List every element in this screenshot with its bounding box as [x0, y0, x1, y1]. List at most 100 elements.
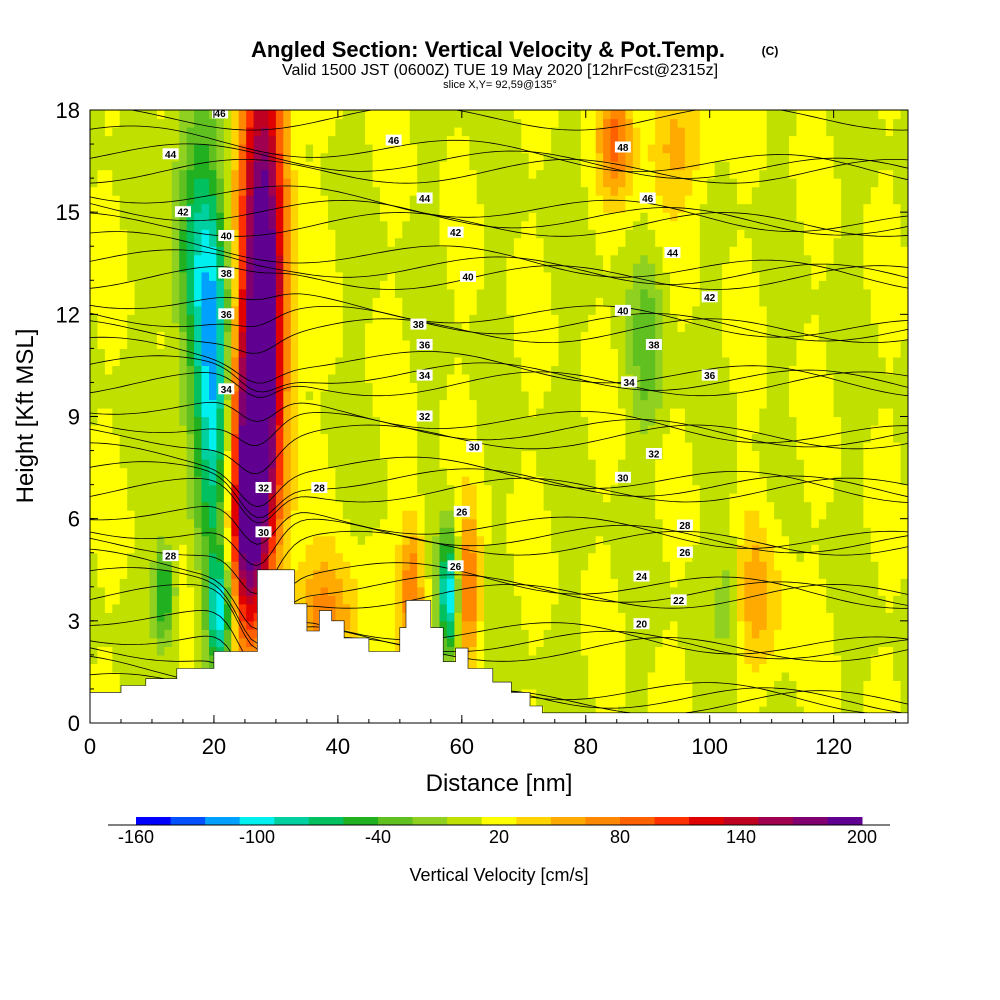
- heatmap-cell: [551, 195, 560, 205]
- heatmap-cell: [446, 459, 455, 469]
- heatmap-cell: [387, 493, 396, 503]
- heatmap-cell: [394, 544, 403, 554]
- heatmap-cell: [506, 467, 515, 477]
- heatmap-cell: [461, 280, 470, 290]
- heatmap-cell: [104, 373, 113, 383]
- heatmap-cell: [372, 348, 381, 358]
- heatmap-cell: [112, 654, 121, 664]
- heatmap-cell: [387, 442, 396, 452]
- heatmap-cell: [268, 263, 277, 273]
- heatmap-cell: [513, 476, 522, 486]
- heatmap-cell: [580, 186, 589, 196]
- heatmap-cell: [439, 595, 448, 605]
- heatmap-cell: [231, 203, 240, 213]
- heatmap-cell: [142, 391, 151, 401]
- heatmap-cell: [328, 425, 336, 435]
- heatmap-cell: [432, 493, 441, 503]
- heatmap-cell: [275, 271, 284, 281]
- heatmap-cell: [216, 629, 225, 639]
- heatmap-cell: [134, 297, 143, 307]
- heatmap-cell: [439, 271, 448, 281]
- heatmap-cell: [513, 493, 522, 503]
- heatmap-cell: [283, 425, 292, 435]
- heatmap-cell: [365, 476, 374, 486]
- heatmap-cell: [238, 637, 247, 647]
- heatmap-cell: [328, 229, 336, 239]
- heatmap-cell: [484, 527, 493, 537]
- heatmap-cell: [156, 144, 165, 154]
- heatmap-cell: [127, 135, 136, 145]
- heatmap-cell: [268, 442, 277, 452]
- heatmap-cell: [536, 501, 545, 511]
- heatmap-cell: [469, 127, 478, 137]
- heatmap-cell: [580, 646, 589, 656]
- heatmap-cell: [186, 399, 195, 409]
- heatmap-cell: [164, 229, 173, 239]
- heatmap-cell: [290, 161, 299, 171]
- heatmap-cell: [380, 322, 388, 332]
- heatmap-cell: [119, 646, 128, 656]
- heatmap-cell: [313, 467, 322, 477]
- heatmap-cell: [149, 391, 158, 401]
- heatmap-cell: [275, 220, 284, 230]
- heatmap-cell: [603, 697, 612, 707]
- heatmap-cell: [595, 288, 604, 298]
- heatmap-cell: [580, 178, 589, 188]
- heatmap-cell: [461, 178, 470, 188]
- heatmap-cell: [231, 322, 240, 332]
- heatmap-cell: [209, 212, 217, 222]
- heatmap-cell: [127, 493, 136, 503]
- heatmap-cell: [387, 297, 396, 307]
- heatmap-cell: [90, 680, 98, 690]
- heatmap-cell: [417, 237, 426, 247]
- heatmap-cell: [313, 382, 322, 392]
- heatmap-cell: [171, 169, 180, 179]
- heatmap-cell: [156, 322, 165, 332]
- heatmap-cell: [543, 680, 552, 690]
- heatmap-cell: [134, 356, 143, 366]
- heatmap-cell: [372, 578, 381, 588]
- heatmap-cell: [565, 637, 574, 647]
- heatmap-cell: [90, 339, 98, 349]
- heatmap-cell: [506, 476, 515, 486]
- heatmap-cell: [149, 152, 158, 162]
- heatmap-cell: [127, 629, 136, 639]
- heatmap-cell: [521, 595, 530, 605]
- heatmap-cell: [119, 680, 128, 690]
- heatmap-cell: [209, 603, 217, 613]
- heatmap-cell: [305, 237, 314, 247]
- heatmap-cell: [565, 382, 574, 392]
- heatmap-cell: [402, 237, 411, 247]
- heatmap-cell: [536, 535, 545, 545]
- heatmap-cell: [372, 203, 381, 213]
- heatmap-cell: [275, 186, 284, 196]
- heatmap-cell: [469, 314, 478, 324]
- heatmap-cell: [134, 229, 143, 239]
- heatmap-cell: [156, 305, 165, 315]
- heatmap-cell: [372, 646, 381, 656]
- heatmap-cell: [595, 246, 604, 256]
- heatmap-cell: [565, 254, 574, 264]
- heatmap-cell: [372, 161, 381, 171]
- heatmap-cell: [543, 416, 552, 426]
- heatmap-cell: [499, 459, 507, 469]
- heatmap-cell: [305, 263, 314, 273]
- heatmap-cell: [394, 254, 403, 264]
- heatmap-cell: [558, 118, 567, 128]
- heatmap-cell: [149, 637, 158, 647]
- heatmap-cell: [357, 620, 366, 630]
- heatmap-cell: [313, 127, 322, 137]
- heatmap-cell: [499, 314, 507, 324]
- heatmap-cell: [104, 501, 113, 511]
- heatmap-cell: [551, 620, 560, 630]
- heatmap-cell: [194, 612, 203, 622]
- heatmap-cell: [104, 493, 113, 503]
- heatmap-cell: [588, 637, 597, 647]
- heatmap-cell: [97, 510, 106, 520]
- heatmap-cell: [409, 220, 418, 230]
- heatmap-cell: [454, 578, 463, 588]
- heatmap-cell: [469, 450, 478, 460]
- heatmap-cell: [171, 603, 180, 613]
- heatmap-cell: [112, 169, 121, 179]
- heatmap-cell: [588, 433, 597, 443]
